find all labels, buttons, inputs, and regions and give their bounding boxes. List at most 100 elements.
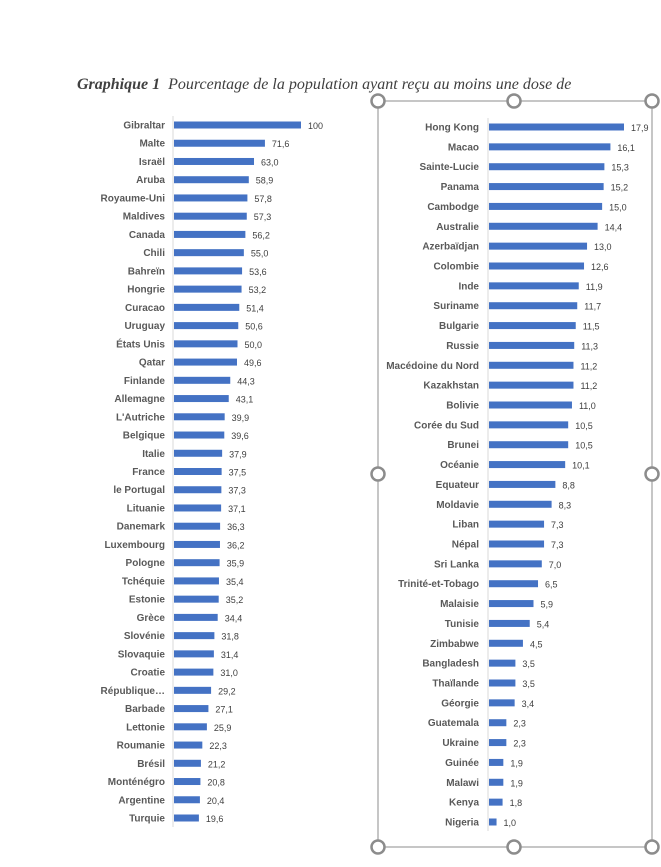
data-label: 1,8	[510, 798, 523, 808]
data-label: 3,4	[522, 699, 535, 709]
data-label: 49,6	[244, 358, 262, 368]
bar	[174, 139, 265, 147]
data-label: 11,5	[583, 322, 600, 332]
data-label: 50,0	[245, 340, 263, 350]
category-label: Corée du Sud	[414, 420, 479, 431]
bar	[489, 381, 574, 389]
category-label: France	[132, 467, 165, 478]
data-label: 31,0	[220, 668, 238, 678]
bar	[489, 461, 566, 469]
data-label: 15,3	[611, 163, 629, 173]
data-label: 50,6	[245, 322, 263, 332]
resize-handle[interactable]	[506, 839, 522, 855]
resize-handle[interactable]	[644, 93, 660, 109]
data-label: 71,6	[272, 139, 290, 149]
bar	[174, 121, 301, 129]
category-label: Russie	[446, 341, 479, 352]
data-label: 11,7	[584, 302, 601, 312]
resize-handle[interactable]	[644, 839, 660, 855]
category-label: Tchéquie	[122, 576, 166, 587]
category-label: République…	[101, 686, 165, 697]
category-label: Croatie	[131, 668, 166, 679]
data-label: 22,3	[209, 741, 227, 751]
bar	[174, 540, 220, 548]
data-label: 100	[308, 121, 323, 131]
selection-frame[interactable]	[370, 93, 660, 855]
category-label: Océanie	[440, 460, 479, 471]
category-label: Guinée	[445, 758, 479, 769]
bar	[489, 322, 576, 330]
data-label: 31,4	[221, 650, 239, 660]
bar	[489, 739, 507, 747]
resize-handle[interactable]	[370, 466, 386, 482]
category-label: Azerbaïdjan	[422, 242, 479, 253]
bar	[174, 686, 212, 694]
category-label: Slovaquie	[118, 649, 166, 660]
category-label: Macao	[448, 142, 479, 153]
category-label: Malte	[139, 139, 165, 150]
category-label: Chili	[143, 248, 165, 259]
category-label: Luxembourg	[104, 540, 165, 551]
data-label: 36,2	[227, 540, 245, 550]
category-label: Slovénie	[124, 631, 166, 642]
data-label: 1,9	[510, 778, 523, 788]
category-label: Allemagne	[114, 394, 165, 405]
resize-handle[interactable]	[370, 839, 386, 855]
bar	[174, 431, 225, 439]
bar	[174, 413, 225, 421]
data-label: 34,4	[225, 613, 243, 623]
category-label: Macédoine du Nord	[386, 361, 479, 372]
category-label: Tunisie	[445, 619, 480, 630]
data-label: 2,3	[513, 719, 526, 729]
category-label: le Portugal	[113, 485, 165, 496]
data-label: 20,4	[207, 796, 225, 806]
data-label: 51,4	[246, 303, 264, 313]
category-label: États Unis	[116, 337, 165, 350]
data-label: 11,0	[579, 401, 596, 411]
category-label: Bahreïn	[128, 266, 165, 277]
resize-handle[interactable]	[644, 466, 660, 482]
category-label: Royaume-Uni	[101, 193, 166, 204]
bar	[489, 758, 504, 766]
bar	[174, 504, 222, 512]
bar	[174, 668, 214, 676]
category-label: Roumanie	[117, 741, 166, 752]
bar	[174, 249, 244, 257]
bar	[489, 480, 556, 488]
category-label: Gibraltar	[123, 121, 165, 132]
data-label: 15,2	[611, 183, 629, 193]
data-label: 16,1	[617, 143, 635, 153]
bar	[489, 659, 516, 667]
data-label: 21,2	[208, 759, 226, 769]
category-label: L'Autriche	[116, 412, 165, 423]
bar	[489, 818, 497, 826]
bar	[174, 303, 240, 311]
resize-handle[interactable]	[506, 93, 522, 109]
bar	[489, 222, 598, 230]
figure-caption: Pourcentage de la population ayant reçu …	[168, 76, 572, 93]
category-label: Brésil	[137, 759, 165, 770]
bar	[174, 267, 243, 275]
bar	[489, 719, 507, 727]
bar	[489, 679, 516, 687]
category-label: Maldives	[123, 212, 166, 223]
bar	[489, 361, 574, 369]
bar	[174, 723, 207, 731]
category-label: Lettonie	[126, 722, 165, 733]
data-label: 7,3	[551, 540, 564, 550]
data-label: 14,4	[605, 222, 623, 232]
resize-handle[interactable]	[370, 93, 386, 109]
bar	[174, 705, 209, 713]
data-label: 29,2	[218, 686, 236, 696]
data-label: 43,1	[236, 395, 254, 405]
bar	[174, 395, 229, 403]
category-label: Bulgarie	[439, 321, 479, 332]
data-label: 3,5	[522, 659, 535, 669]
bar	[489, 143, 611, 151]
category-label: Equateur	[436, 480, 479, 491]
bar	[489, 560, 542, 568]
data-label: 4,5	[530, 639, 543, 649]
bar	[174, 212, 247, 220]
category-label: Lituanie	[127, 503, 166, 514]
